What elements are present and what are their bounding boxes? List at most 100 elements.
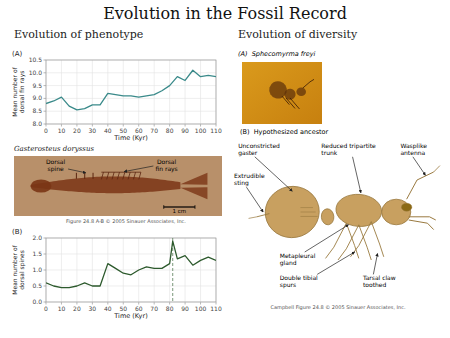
data-line — [46, 241, 216, 287]
ant-segment — [284, 88, 297, 101]
scale-bar-end — [194, 205, 195, 209]
grid-line — [61, 60, 62, 124]
annotation: Reduced tripartite trunk — [321, 142, 375, 156]
x-tick-label: 80 — [166, 305, 174, 312]
y-tick-label: 1.5 — [32, 250, 42, 257]
grid-line — [154, 60, 155, 124]
credit: Figure 24.8 A-B © 2005 Sinauer Associate… — [66, 219, 186, 225]
grid-line — [169, 60, 170, 124]
panel-label: (B) — [12, 228, 22, 236]
annotation-arrow — [124, 166, 153, 172]
y-tick — [44, 124, 47, 125]
x-tick-label: 60 — [135, 305, 143, 312]
x-tick-label: 70 — [150, 127, 158, 134]
gaster-segment — [300, 207, 313, 208]
x-tick-label: 100 — [195, 305, 207, 312]
data-line — [46, 70, 216, 110]
y-axis-label: Mean number of dorsal spines — [11, 238, 25, 302]
grid-line — [46, 85, 216, 86]
chart: 01020304050607080901001100.00.51.01.52.0 — [32, 234, 221, 312]
leg — [371, 222, 383, 257]
grid-line — [46, 254, 216, 255]
grid-line — [200, 60, 201, 124]
y-tick — [44, 286, 47, 287]
x-tick-label: 70 — [150, 305, 158, 312]
antenna — [407, 172, 434, 199]
eye — [401, 203, 411, 211]
leg — [338, 225, 359, 260]
scale-label: 1 cm — [173, 208, 187, 214]
plot-frame — [46, 238, 216, 302]
y-tick — [44, 72, 47, 73]
fish-tail — [180, 173, 207, 185]
annotation-arrow — [317, 252, 354, 274]
x-tick-label: 110 — [210, 305, 222, 312]
fin-ray — [107, 172, 109, 179]
fossil-slab — [14, 156, 222, 216]
fish-head — [31, 179, 52, 192]
fin-ray — [133, 172, 135, 179]
x-axis-label: Time (Kyr) — [114, 313, 147, 320]
grid-line — [76, 60, 77, 124]
annotation: Wasplike antenna — [400, 142, 426, 156]
fin-ray — [128, 172, 130, 179]
grid-line — [46, 270, 216, 271]
plot-area — [46, 238, 216, 302]
fin-edge — [101, 172, 141, 173]
title: Evolution in the Fossil Record — [103, 5, 347, 23]
panel-label: (A) Sphecomyrma freyi — [238, 51, 315, 58]
subtitle: Evolution of phenotype — [14, 29, 143, 42]
x-tick-label: 60 — [135, 127, 143, 134]
plot-frame — [46, 60, 216, 124]
x-tick-label: 110 — [210, 127, 222, 134]
panel-label: (A) — [12, 50, 22, 58]
ant-leg — [286, 98, 295, 108]
x-tick-label: 10 — [58, 127, 66, 134]
annotation: Double tibial spurs — [280, 274, 318, 288]
credit: Campbell Figure 24.8 © 2005 Sinauer Asso… — [270, 305, 405, 311]
fin-ray — [123, 172, 125, 179]
annotation-arrow — [246, 187, 263, 212]
ant-leg — [290, 98, 299, 109]
y-tick-label: 2.0 — [32, 234, 42, 241]
y-tick — [44, 254, 47, 255]
dorsal-spine — [84, 173, 85, 179]
fish-body — [31, 176, 181, 193]
y-tick-label: 10.0 — [29, 69, 43, 76]
ant-diagram — [246, 157, 439, 275]
annotation-arrow — [373, 254, 377, 275]
fin-ray — [117, 172, 119, 179]
annotation: Unconstricted gaster — [238, 142, 280, 156]
x-axis-label: Time (Kyr) — [114, 135, 147, 142]
mesosoma — [335, 192, 383, 228]
sting — [249, 217, 257, 219]
x-tick-label: 90 — [181, 127, 189, 134]
y-tick-label: 0.0 — [32, 298, 42, 305]
grid-line — [46, 111, 216, 112]
annotation-arrow — [353, 157, 361, 193]
x-tick-label: 0 — [44, 305, 48, 312]
x-tick-label: 40 — [104, 127, 112, 134]
y-tick-label: 0.5 — [32, 282, 42, 289]
petiole — [321, 208, 335, 225]
ant-antenna — [303, 79, 314, 88]
chart: 01020304050607080901001108.08.59.09.510.… — [29, 56, 222, 134]
grid-line — [92, 60, 93, 124]
annotation: Extrudible sting — [234, 172, 265, 186]
series-group — [46, 70, 216, 110]
y-axis-label: Mean number of dorsal fin rays — [11, 60, 25, 124]
y-tick-label: 9.5 — [32, 82, 42, 89]
x-tick-label: 20 — [73, 127, 81, 134]
grid-line — [107, 60, 108, 124]
mandible — [409, 217, 436, 220]
y-tick-label: 10.5 — [29, 56, 43, 63]
y-tick-label: 9.0 — [32, 94, 42, 101]
y-tick — [44, 238, 47, 239]
annotation-arrow — [305, 225, 349, 252]
gaster-segment — [300, 216, 317, 217]
amber — [242, 62, 322, 124]
grid-line — [46, 98, 216, 99]
subtitle: Evolution of diversity — [238, 29, 357, 42]
specimen-label: Gasterosteus doryssus — [14, 145, 94, 153]
annotation: Tarsal claw toothed — [363, 274, 396, 288]
